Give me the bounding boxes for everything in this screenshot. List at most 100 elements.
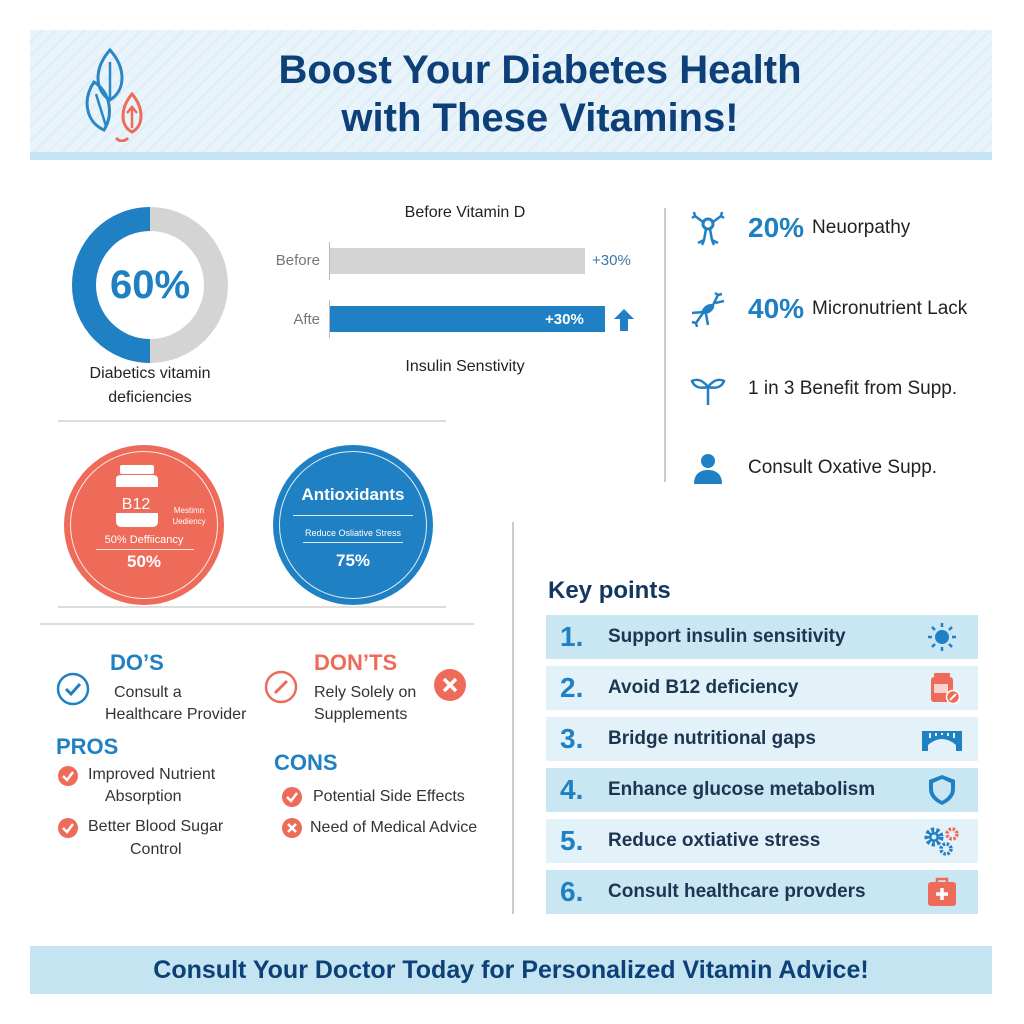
- badge-side-text: Mestimn Uediency: [164, 505, 214, 527]
- x-icon: [282, 818, 302, 838]
- bar-label-after: Afte: [293, 311, 320, 328]
- key-point-text: Support insulin sensitivity: [608, 626, 846, 647]
- key-point-6: 6. Consult healthcare provders: [546, 870, 978, 914]
- cons-item-1: Potential Side Effects: [313, 788, 465, 805]
- dos-heading: DO’S: [110, 650, 164, 675]
- bridge-icon: [922, 731, 962, 751]
- donut-caption: Diabetics vitamin deficiencies: [50, 362, 250, 410]
- leaves-logo-icon: [85, 47, 143, 142]
- prohibited-icon: [264, 670, 298, 704]
- bottle-label: B12: [121, 496, 151, 513]
- key-point-text: Avoid B12 deficiency: [608, 677, 799, 698]
- badge-ring: [70, 451, 218, 599]
- donut-value: 60%: [109, 263, 191, 307]
- key-point-text: Consult healthcare provders: [608, 881, 866, 902]
- badge-title: Antioxidants: [301, 485, 405, 504]
- key-point-4: 4. Enhance glucose metabolism: [546, 768, 978, 812]
- bar-value-after: +30%: [545, 311, 584, 328]
- key-point-number: 5.: [560, 825, 584, 856]
- bar-chart-title: Before Vitamin D: [404, 204, 526, 221]
- caption-line-2: deficiencies: [108, 389, 192, 406]
- check-circle-icon: [56, 672, 90, 706]
- bar-value-before: +30%: [592, 252, 631, 269]
- title-line-2: with These Vitamins!: [341, 96, 739, 140]
- axis-line: [329, 242, 330, 280]
- key-point-number: 2.: [560, 672, 584, 703]
- pros-heading: PROS: [56, 734, 119, 759]
- axis-line: [329, 300, 330, 338]
- pros-item-2-line-2: Control: [130, 841, 182, 858]
- cons-heading: CONS: [274, 750, 338, 775]
- pros-item-2-line-1: Better Blood Sugar: [88, 818, 224, 835]
- horizontal-divider: [58, 420, 446, 422]
- b12-deficiency-badge: B12 Mestimn Uediency 50% Deffiicancy 50%: [64, 445, 224, 605]
- x-circle-icon: [434, 669, 466, 701]
- footer-text: Consult Your Doctor Today for Personaliz…: [153, 956, 869, 984]
- key-point-text: Reduce oxtiative stress: [608, 830, 821, 851]
- stat-benefit: 1 in 3 Benefit from Supp.: [690, 369, 957, 409]
- b12-bottle-icon: [931, 673, 961, 704]
- donut-ring: [72, 207, 228, 363]
- deficiency-donut-chart: 60%: [70, 205, 230, 365]
- stat-micronutrient: 40% Micronutrient Lack: [690, 289, 967, 329]
- badge-value: 50%: [126, 552, 162, 571]
- key-point-text: Enhance glucose metabolism: [608, 779, 876, 800]
- neuron-icon: [691, 291, 725, 327]
- gears-icon: [924, 827, 959, 856]
- key-point-number: 4.: [560, 774, 584, 805]
- vertical-divider: [512, 522, 514, 914]
- bar-chart-xlabel: Insulin Senstivity: [405, 358, 525, 375]
- key-point-number: 6.: [560, 876, 584, 907]
- bar-after: [330, 306, 605, 332]
- first-aid-kit-icon: [928, 877, 956, 906]
- horizontal-divider: [40, 623, 474, 625]
- shield-icon: [929, 775, 955, 805]
- stat-text: Consult Oxative Supp.: [748, 457, 938, 478]
- stat-text: Neuorpathy: [812, 217, 911, 238]
- badge-subtitle: 50% Deffiicancy: [104, 534, 184, 546]
- stat-text: Micronutrient Lack: [812, 298, 968, 319]
- check-icon: [282, 787, 302, 807]
- donts-line-2: Supplements: [314, 706, 408, 723]
- stat-consult: Consult Oxative Supp.: [690, 448, 937, 488]
- caption-line-1: Diabetics vitamin: [89, 365, 211, 382]
- bottle-icon: [116, 465, 158, 527]
- footer-banner: Consult Your Doctor Today for Personaliz…: [30, 946, 992, 994]
- key-point-3: 3. Bridge nutritional gaps: [546, 717, 978, 761]
- cons-item-2: Need of Medical Advice: [310, 819, 478, 836]
- bar-before: [330, 248, 585, 274]
- side-line-1: Mestimn: [173, 506, 205, 515]
- key-point-1: 1. Support insulin sensitivity: [546, 615, 978, 659]
- donts-line-1: Rely Solely on: [314, 684, 417, 701]
- pros-item-1-line-2: Absorption: [105, 788, 182, 805]
- badge-divider: [96, 549, 194, 550]
- horizontal-divider: [58, 606, 446, 608]
- check-icon: [58, 766, 78, 786]
- antioxidants-badge: Antioxidants Reduce Osliative Stress 75%: [273, 445, 433, 605]
- up-arrow-icon: [614, 309, 634, 331]
- badge-divider: [303, 542, 403, 543]
- badge-divider: [293, 515, 413, 516]
- key-point-number: 1.: [560, 621, 584, 652]
- donts-heading: DON’TS: [314, 650, 398, 675]
- check-icon: [58, 818, 78, 838]
- key-point-text: Bridge nutritional gaps: [608, 728, 816, 749]
- neuron-icon: [691, 211, 725, 246]
- key-points-title: Key points: [548, 577, 671, 604]
- person-icon: [694, 454, 722, 484]
- badge-ring: [279, 451, 427, 599]
- title-line-1: Boost Your Diabetes Health: [278, 48, 802, 92]
- bar-label-before: Before: [275, 252, 320, 269]
- badge-subtitle: Reduce Osliative Stress: [304, 528, 402, 538]
- side-line-2: Uediency: [172, 517, 206, 526]
- stat-text: 1 in 3 Benefit from Supp.: [748, 378, 958, 399]
- stat-number: 40%: [748, 293, 805, 324]
- dos-line-1: Consult a: [114, 684, 182, 701]
- page-title: Boost Your Diabetes Health with These Vi…: [220, 46, 860, 142]
- badge-value: 75%: [335, 551, 371, 570]
- header-banner: Boost Your Diabetes Health with These Vi…: [30, 30, 992, 160]
- pros-item-1-line-1: Improved Nutrient: [88, 766, 216, 783]
- sprout-icon: [690, 378, 726, 405]
- dos-line-2: Healthcare Provider: [105, 706, 247, 723]
- key-point-number: 3.: [560, 723, 584, 754]
